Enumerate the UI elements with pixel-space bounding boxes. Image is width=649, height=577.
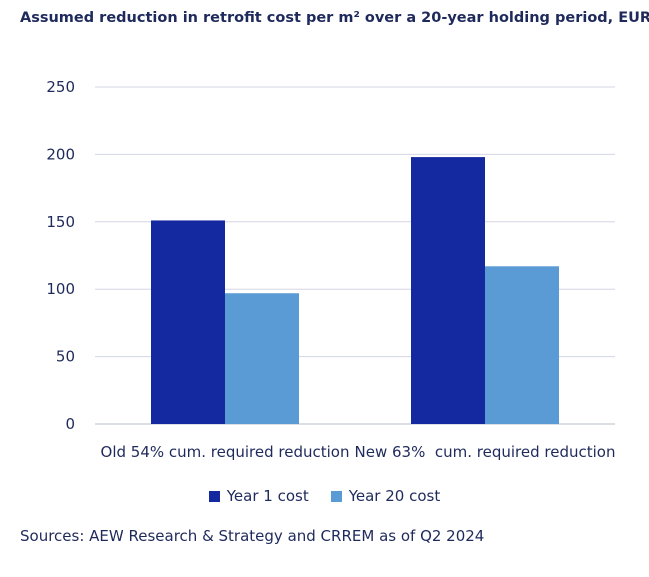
y-axis-tick-labels: 0 50 100 150 200 250 <box>46 78 75 433</box>
category-label: Old 54% cum. required reduction <box>101 443 350 461</box>
category-label: New 63% cum. required reduction <box>355 443 616 461</box>
bar-year-1-2 <box>411 157 485 424</box>
bar-year-20-1 <box>225 293 299 424</box>
chart-title: Assumed reduction in retrofit cost per m… <box>20 10 649 26</box>
y-tick-label: 50 <box>56 348 75 366</box>
y-tick-label: 200 <box>46 145 75 163</box>
bars <box>151 157 559 424</box>
y-tick-label: 0 <box>65 415 75 433</box>
category-labels: Old 54% cum. required reduction New 63% c… <box>101 443 616 461</box>
bar-year-1-1 <box>151 220 225 424</box>
legend-item: Year 20 cost <box>330 487 441 505</box>
bar-year-20-2 <box>485 266 559 424</box>
bar-chart: 0 50 100 150 200 250 Old 54% cum. required re… <box>46 78 616 461</box>
legend-swatch <box>208 490 220 502</box>
source-note: Sources: AEW Research & Strategy and CRR… <box>20 527 485 545</box>
y-tick-label: 250 <box>46 78 75 96</box>
y-tick-label: 100 <box>46 280 75 298</box>
y-tick-label: 150 <box>46 213 75 231</box>
legend-label: Year 20 cost <box>348 487 441 505</box>
legend-item: Year 1 cost <box>208 487 309 505</box>
legend: Year 1 cost Year 20 cost <box>0 487 649 505</box>
legend-label: Year 1 cost <box>226 487 309 505</box>
legend-swatch <box>330 490 342 502</box>
